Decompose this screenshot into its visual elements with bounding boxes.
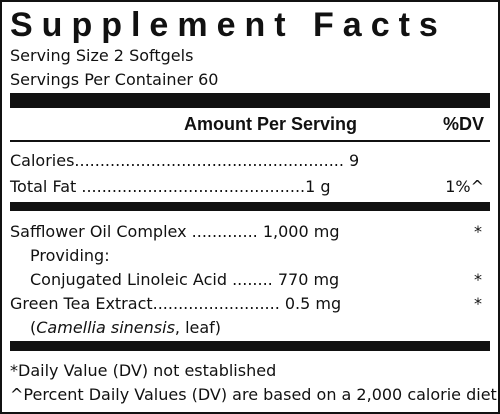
nutrient-divider xyxy=(10,202,490,211)
serving-size: Serving Size 2 Softgels xyxy=(10,46,194,65)
total-fat-dv: 1%^ xyxy=(445,177,484,196)
providing-label: Providing: xyxy=(30,246,110,265)
footnote-divider xyxy=(10,341,490,351)
source-open-paren: ( xyxy=(30,318,37,337)
cla-dv: * xyxy=(474,270,482,289)
green-tea-source-line: (Camellia sinensis, leaf) xyxy=(30,320,221,336)
cla-row: Conjugated Linoleic Acid ........ 770 mg xyxy=(30,270,340,289)
source-rest: , leaf) xyxy=(174,318,222,337)
safflower-oil-complex-row: Safflower Oil Complex ............. 1,00… xyxy=(10,222,340,241)
green-tea-extract-dv: * xyxy=(474,294,482,313)
label-title: Supplement Facts xyxy=(10,6,447,44)
safflower-oil-complex-dv: * xyxy=(474,222,482,241)
species-name: Camellia sinensis xyxy=(36,318,175,337)
amount-per-serving-header: Amount Per Serving xyxy=(184,114,358,134)
calories-row: Calories................................… xyxy=(10,151,360,170)
footnote-daily-values-basis: ^Percent Daily Values (DV) are based on … xyxy=(10,385,497,404)
top-divider xyxy=(10,93,490,108)
servings-per-container: Servings Per Container 60 xyxy=(10,70,219,89)
total-fat-row: Total Fat ..............................… xyxy=(10,177,331,196)
header-divider xyxy=(10,140,490,142)
daily-value-header: %DV xyxy=(442,114,484,134)
footnote-dv-not-established: *Daily Value (DV) not established xyxy=(10,361,277,380)
green-tea-extract-row: Green Tea Extract.......................… xyxy=(10,294,342,313)
